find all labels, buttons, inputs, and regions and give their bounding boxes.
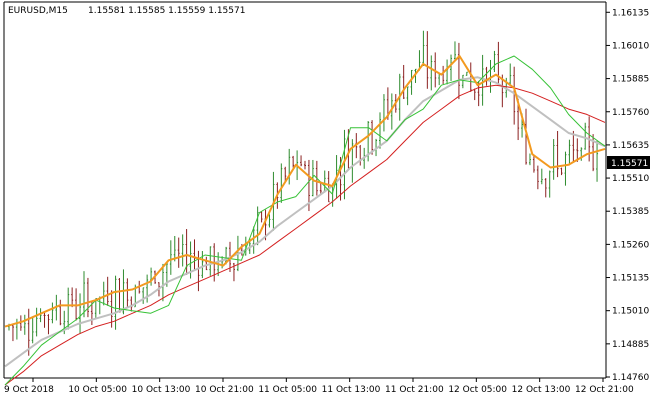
price-tick-label: 1.14760 bbox=[612, 373, 649, 383]
time-tick-label: 10 Oct 13:00 bbox=[132, 385, 191, 395]
chart-header: EURUSD,M15 1.15581 1.15585 1.15559 1.155… bbox=[8, 6, 245, 16]
price-tick-label: 1.15635 bbox=[612, 141, 649, 151]
time-axis: 9 Oct 2018 10 Oct 05:00 10 Oct 13:00 10 Oct… bbox=[4, 378, 634, 395]
price-tick-label: 1.14885 bbox=[612, 340, 649, 350]
time-tick-label: 11 Oct 05:00 bbox=[258, 385, 317, 395]
price-tick-label: 1.15010 bbox=[612, 307, 649, 317]
time-tick-label: 11 Oct 13:00 bbox=[322, 385, 381, 395]
current-price-tag: 1.15571 bbox=[607, 156, 650, 169]
price-tick-label: 1.15135 bbox=[612, 274, 649, 284]
price-tick-label: 1.15510 bbox=[612, 174, 649, 184]
price-tick-label: 1.15260 bbox=[612, 240, 649, 250]
price-axis: 1.16135 1.16010 1.15885 1.15760 1.15635 1.155… bbox=[606, 8, 649, 383]
price-tick-label: 1.15760 bbox=[612, 108, 649, 118]
current-price-bg bbox=[607, 156, 650, 169]
time-tick-label: 9 Oct 2018 bbox=[4, 385, 54, 395]
green-line-series bbox=[4, 55, 606, 386]
symbol-label: EURUSD,M15 bbox=[8, 6, 68, 16]
time-tick-label: 10 Oct 05:00 bbox=[68, 385, 127, 395]
orange-line-series bbox=[4, 55, 606, 328]
time-tick-label: 10 Oct 21:00 bbox=[195, 385, 254, 395]
time-tick-label: 11 Oct 21:00 bbox=[385, 385, 444, 395]
price-tick-label: 1.16010 bbox=[612, 41, 649, 51]
time-tick-label: 12 Oct 05:00 bbox=[448, 385, 507, 395]
red-line-series bbox=[4, 84, 606, 386]
ohlc-label: 1.15581 1.15585 1.15559 1.15571 bbox=[88, 6, 245, 16]
price-tick-label: 1.15885 bbox=[612, 75, 649, 85]
current-price-label: 1.15571 bbox=[611, 159, 648, 169]
time-tick-label: 12 Oct 21:00 bbox=[575, 385, 634, 395]
time-tick-label: 12 Oct 13:00 bbox=[512, 385, 571, 395]
price-tick-label: 1.15385 bbox=[612, 207, 649, 217]
candles-layer bbox=[8, 30, 599, 356]
indicator-lines-layer bbox=[4, 55, 606, 386]
gray-line-series bbox=[4, 76, 606, 368]
price-tick-label: 1.16135 bbox=[612, 8, 649, 18]
